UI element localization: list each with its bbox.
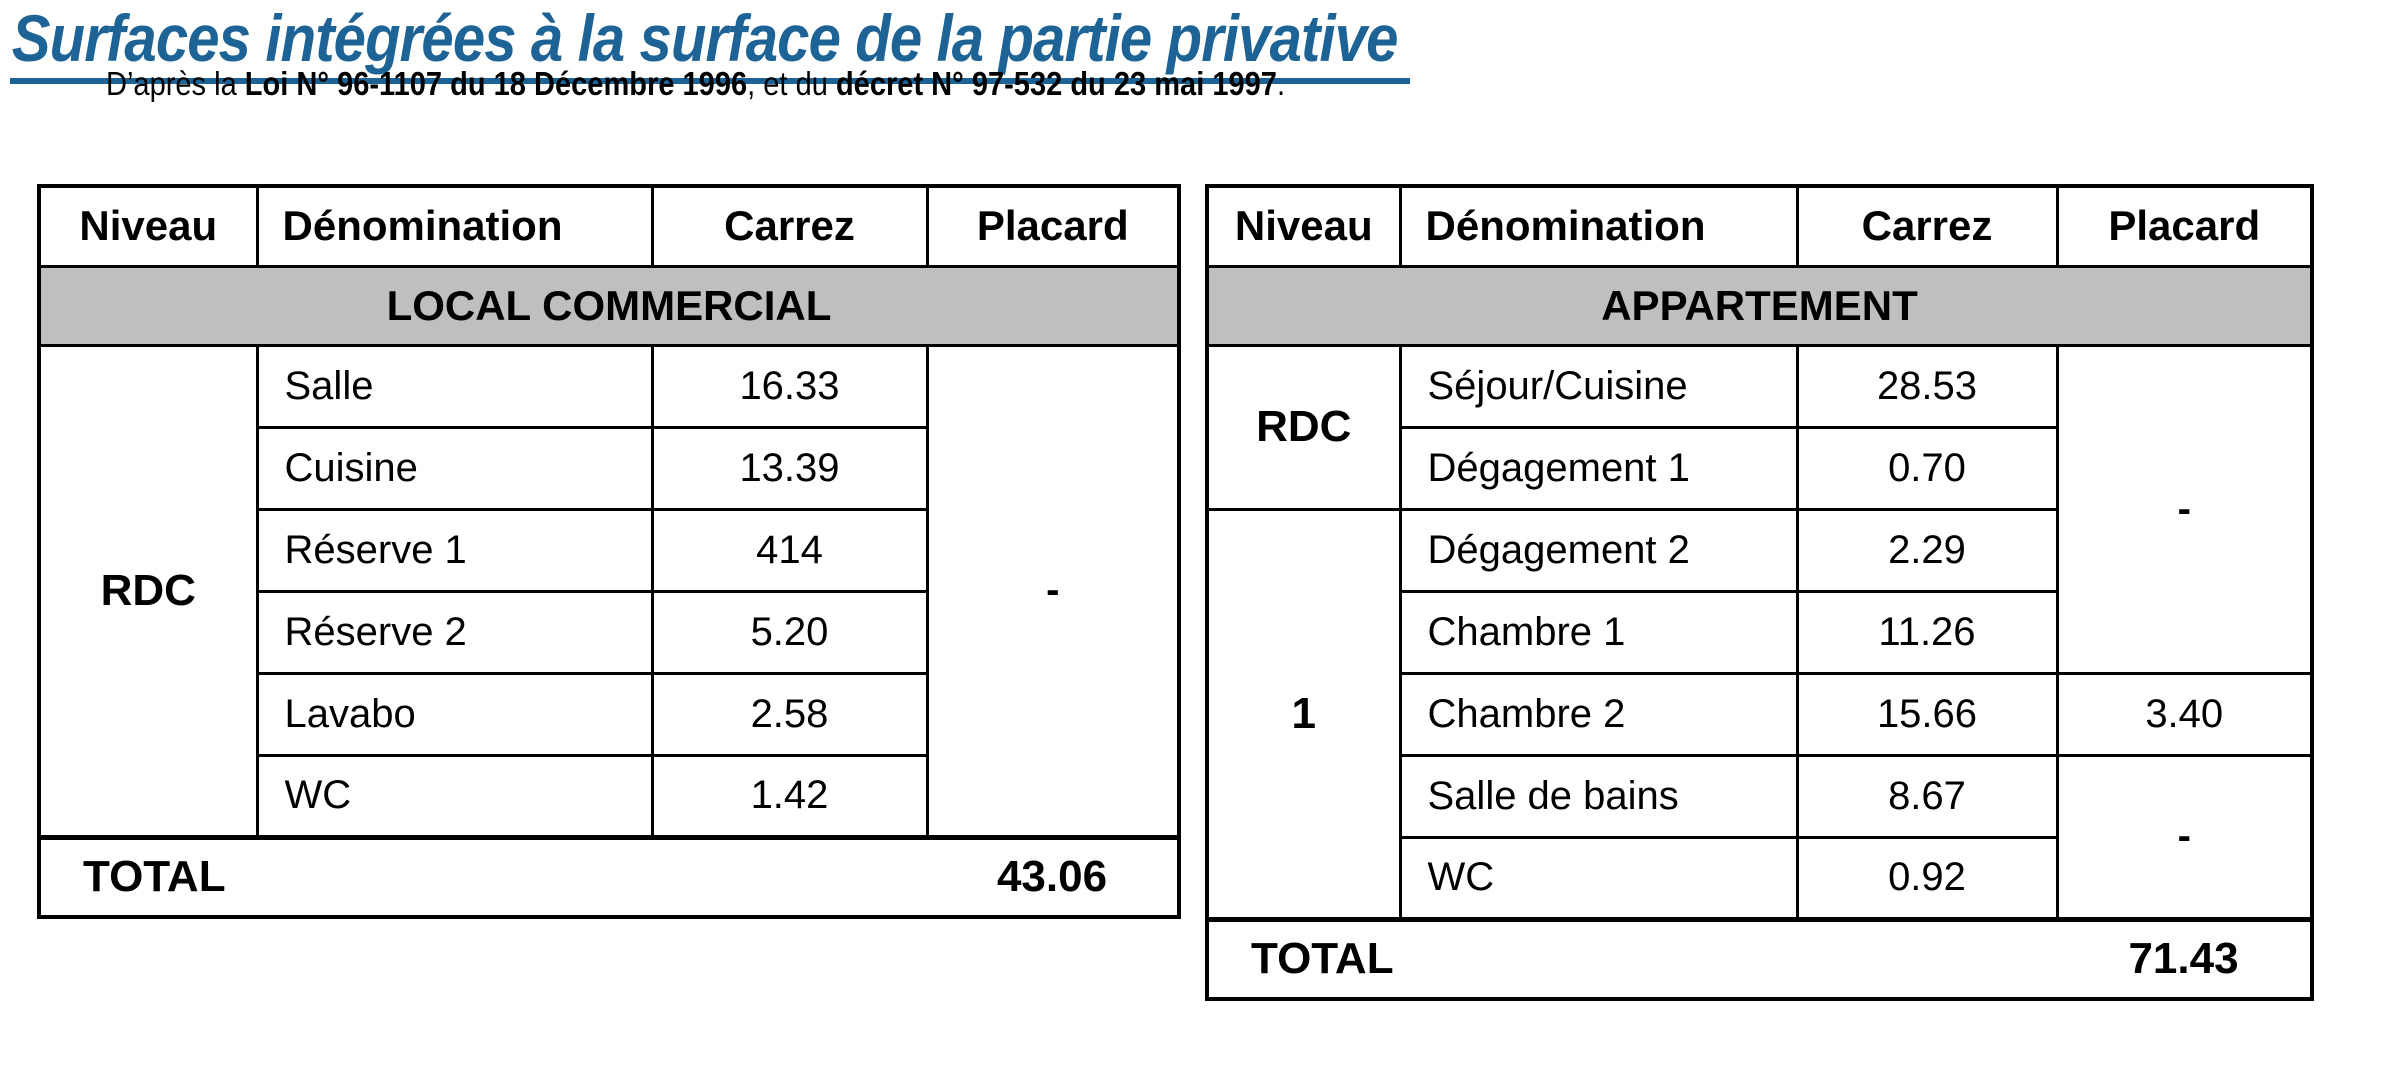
cell-carrez: 2.29 xyxy=(1795,507,2059,593)
table-row: Réserve 2 5.20 xyxy=(39,589,1179,675)
table-header-row: Niveau Dénomination Carrez Placard xyxy=(37,184,1181,268)
local-commercial-table: Niveau Dénomination Carrez Placard LOCAL… xyxy=(37,184,1181,919)
cell-denomination: Cuisine xyxy=(255,425,654,511)
column-header-carrez: Carrez xyxy=(650,184,929,268)
cell-carrez: 28.53 xyxy=(1795,343,2059,429)
total-row: TOTAL 43.06 xyxy=(39,834,1179,919)
cell-denomination: Dégagement 2 xyxy=(1398,507,1799,593)
total-value: 43.06 xyxy=(927,834,1179,919)
total-label: TOTAL xyxy=(39,834,927,919)
cell-carrez: 13.39 xyxy=(650,425,929,511)
cell-denomination: Dégagement 1 xyxy=(1398,425,1799,511)
cell-carrez: 11.26 xyxy=(1795,589,2059,675)
table-row: Lavabo 2.58 xyxy=(39,671,1179,757)
subtitle: D’après la Loi N° 96-1107 du 18 Décembre… xyxy=(106,64,1285,104)
cell-placard: - xyxy=(2055,753,2314,921)
cell-niveau: RDC xyxy=(1205,343,1402,511)
subtitle-decree-ref: décret N° 97-532 du 23 mai 1997 xyxy=(835,65,1277,102)
cell-denomination: Réserve 1 xyxy=(255,507,654,593)
section-banner-row: LOCAL COMMERCIAL xyxy=(37,264,1181,347)
total-row: TOTAL 71.43 xyxy=(1207,916,2312,1001)
cell-carrez: 15.66 xyxy=(1795,671,2059,757)
column-header-carrez: Carrez xyxy=(1795,184,2059,268)
cell-carrez: 0.70 xyxy=(1795,425,2059,511)
cell-carrez: 16.33 xyxy=(650,343,929,429)
section-banner: APPARTEMENT xyxy=(1205,264,2314,347)
cell-niveau: RDC xyxy=(37,343,259,839)
subtitle-prefix: D’après la xyxy=(106,65,245,102)
cell-denomination: Chambre 1 xyxy=(1398,589,1799,675)
table-header-row: Niveau Dénomination Carrez Placard xyxy=(1205,184,2314,268)
table-row: WC 1.42 xyxy=(39,753,1179,839)
subtitle-middle: , et du xyxy=(747,65,836,102)
table-row: Chambre 1 11.26 xyxy=(1207,589,2312,675)
column-header-niveau: Niveau xyxy=(1205,184,1402,268)
cell-niveau: 1 xyxy=(1205,507,1402,921)
table-row: RDC Séjour/Cuisine 28.53 - xyxy=(1205,343,2314,675)
column-header-niveau: Niveau xyxy=(37,184,259,268)
total-value: 71.43 xyxy=(2057,916,2312,1001)
section-banner: LOCAL COMMERCIAL xyxy=(37,264,1181,347)
cell-denomination: Séjour/Cuisine xyxy=(1398,343,1799,429)
table-row: Dégagement 1 0.70 xyxy=(1207,425,2312,511)
cell-carrez: 0.92 xyxy=(1795,835,2059,921)
cell-carrez: 8.67 xyxy=(1795,753,2059,839)
cell-placard: 3.40 xyxy=(2055,671,2314,757)
table-row: RDC Salle 16.33 - xyxy=(37,343,1181,839)
table-row: WC 0.92 xyxy=(1207,835,2312,921)
cell-carrez: 2.58 xyxy=(650,671,929,757)
cell-denomination: Réserve 2 xyxy=(255,589,654,675)
cell-placard: - xyxy=(925,343,1181,839)
cell-carrez: 5.20 xyxy=(650,589,929,675)
cell-denomination: WC xyxy=(1398,835,1799,921)
cell-denomination: Chambre 2 xyxy=(1398,671,1799,757)
table-row: Salle de bains 8.67 - xyxy=(1207,753,2314,921)
cell-denomination: Salle de bains xyxy=(1398,753,1799,839)
subtitle-law-ref: Loi N° 96-1107 du 18 Décembre 1996 xyxy=(244,65,748,102)
page-title: Surfaces intégrées à la surface de la pa… xyxy=(10,4,1410,84)
appartement-table: Niveau Dénomination Carrez Placard APPAR… xyxy=(1205,184,2314,1001)
cell-carrez: 1.42 xyxy=(650,753,929,839)
cell-denomination: Lavabo xyxy=(255,671,654,757)
table-row: 1 Dégagement 2 2.29 xyxy=(1205,507,2312,921)
section-banner-row: APPARTEMENT xyxy=(1205,264,2314,347)
column-header-placard: Placard xyxy=(2055,184,2314,268)
column-header-denomination: Dénomination xyxy=(1398,184,1799,268)
cell-denomination: Salle xyxy=(255,343,654,429)
column-header-placard: Placard xyxy=(925,184,1181,268)
cell-carrez: 414 xyxy=(650,507,929,593)
table-row: Réserve 1 414 xyxy=(39,507,1179,593)
table-row: Cuisine 13.39 xyxy=(39,425,1179,511)
cell-placard: - xyxy=(2055,343,2314,675)
subtitle-suffix: . xyxy=(1276,65,1286,102)
column-header-denomination: Dénomination xyxy=(255,184,654,268)
total-label: TOTAL xyxy=(1207,916,2057,1001)
table-row: Chambre 2 15.66 3.40 xyxy=(1207,671,2314,757)
cell-denomination: WC xyxy=(255,753,654,839)
